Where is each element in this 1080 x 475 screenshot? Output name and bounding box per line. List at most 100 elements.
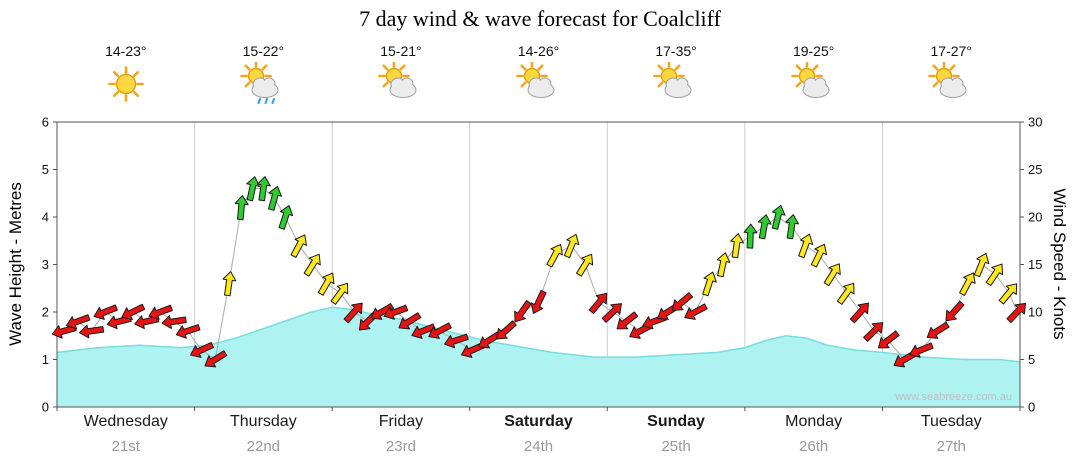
- watermark: www.seabreeze.com.au: [895, 391, 1012, 403]
- day-date-saturday: 24th: [523, 438, 554, 455]
- day-name-saturday: Saturday: [504, 413, 573, 430]
- wave-tick-label: 2: [42, 305, 49, 320]
- wind-arrow: [268, 185, 283, 211]
- wind-arrow: [514, 300, 532, 323]
- wind-arrow: [290, 234, 308, 258]
- day-name-friday: Friday: [378, 413, 424, 430]
- day-date-wednesday: 21st: [111, 438, 140, 455]
- wind-arrow: [684, 303, 708, 320]
- wind-tick-label: 15: [1028, 257, 1042, 272]
- wind-arrow: [702, 271, 717, 297]
- day-name-tuesday: Tuesday: [920, 413, 982, 430]
- temp-range-friday: 15-21°: [380, 43, 422, 59]
- wind-arrow: [959, 272, 976, 296]
- sun-cloud-rain-icon: [240, 60, 286, 106]
- wind-arrow: [743, 223, 758, 249]
- wind-arrow: [222, 271, 237, 297]
- sun-cloud-icon: [928, 60, 974, 106]
- wind-arrow: [563, 233, 580, 259]
- page-title: 7 day wind & wave forecast for Coalcliff: [359, 6, 721, 31]
- temp-range-sunday: 17-35°: [655, 43, 697, 59]
- wind-arrow: [256, 176, 271, 202]
- wind-arrow: [175, 324, 201, 339]
- wave-height-line: [56, 306, 1021, 363]
- day-date-monday: 26th: [799, 438, 829, 455]
- wave-height-area: [57, 307, 1020, 407]
- wind-tick-label: 30: [1028, 115, 1042, 130]
- wind-arrow: [757, 214, 772, 240]
- wind-arrow: [93, 304, 118, 320]
- wind-tick-label: 0: [1028, 400, 1035, 415]
- wind-arrow: [444, 333, 469, 349]
- wind-arrow: [303, 253, 321, 277]
- day-name-monday: Monday: [785, 413, 843, 430]
- wave-tick-label: 4: [42, 210, 49, 225]
- wind-arrow: [161, 315, 187, 329]
- wind-arrow: [616, 311, 639, 330]
- wind-arrow: [785, 214, 800, 240]
- wind-arrow: [398, 312, 422, 330]
- wind-arrow: [383, 304, 409, 320]
- temp-range-tuesday: 17-27°: [930, 43, 972, 59]
- wave-tick-label: 6: [42, 115, 49, 130]
- wind-arrow: [411, 323, 436, 339]
- wind-arrow: [330, 282, 349, 305]
- temp-range-thursday: 15-22°: [242, 43, 285, 59]
- wind-arrow: [317, 272, 335, 296]
- day-date-sunday: 25th: [661, 438, 691, 455]
- wind-arrow: [945, 300, 965, 322]
- wind-tick-label: 10: [1028, 305, 1042, 320]
- wind-arrow: [909, 342, 934, 358]
- wind-arrow: [190, 341, 215, 358]
- wind-arrow: [998, 283, 1018, 305]
- wind-arrow: [576, 253, 594, 277]
- wave-tick-label: 3: [42, 257, 49, 272]
- wind-arrow: [716, 252, 731, 278]
- wind-arrow: [496, 320, 517, 340]
- wind-arrow: [671, 292, 694, 311]
- wind-arrow: [836, 282, 855, 305]
- day-date-friday: 23rd: [385, 438, 416, 455]
- wind-arrow: [985, 263, 1004, 287]
- wind-arrow: [771, 204, 786, 230]
- wave-axis-title: Wave Height - Metres: [6, 182, 25, 346]
- wind-arrow: [849, 302, 869, 324]
- wind-tick-label: 20: [1028, 210, 1042, 225]
- wind-arrow: [204, 350, 228, 368]
- wind-arrow: [730, 233, 745, 259]
- wave-tick-label: 1: [42, 352, 49, 367]
- wind-arrow: [1006, 302, 1027, 324]
- wind-arrow: [926, 321, 950, 339]
- day-date-thursday: 22nd: [246, 438, 281, 455]
- wave-tick-label: 5: [42, 162, 49, 177]
- wind-arrow: [546, 243, 563, 268]
- wind-arrow: [428, 322, 452, 339]
- sun-cloud-icon: [653, 60, 699, 106]
- wind-arrow: [863, 322, 884, 342]
- wind-arrow: [370, 303, 394, 320]
- sun-cloud-icon: [515, 60, 562, 106]
- wind-arrow: [877, 330, 900, 349]
- wind-arrow: [234, 195, 249, 221]
- wind-arrow: [148, 304, 173, 320]
- wind-arrow: [278, 205, 294, 230]
- sun-cloud-icon: [790, 60, 837, 106]
- wind-arrow: [79, 324, 105, 339]
- temp-range-monday: 19-25°: [792, 43, 835, 59]
- wave-tick-label: 0: [42, 400, 49, 415]
- wind-tick-label: 5: [1028, 352, 1035, 367]
- wind-arrow: [798, 233, 814, 259]
- wind-tick-label: 25: [1028, 162, 1042, 177]
- sun-icon: [103, 62, 149, 106]
- wind-arrow: [810, 243, 828, 268]
- temp-range-saturday: 14-26°: [517, 43, 560, 59]
- wind-arrow: [121, 303, 146, 320]
- day-name-sunday: Sunday: [647, 413, 705, 430]
- day-name-wednesday: Wednesday: [83, 413, 168, 430]
- day-name-thursday: Thursday: [229, 413, 297, 430]
- wind-arrow: [246, 176, 260, 202]
- wind-arrow: [588, 292, 608, 314]
